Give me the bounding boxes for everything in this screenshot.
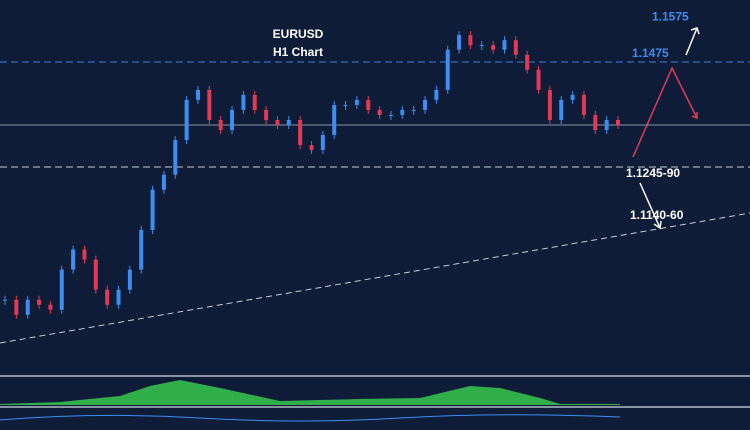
candle [411, 109, 416, 111]
arrow [685, 27, 700, 56]
candle [343, 104, 348, 106]
candle [354, 99, 359, 105]
trend-line [0, 212, 750, 344]
candle [286, 119, 291, 126]
indicator-line [0, 414, 621, 422]
candle [309, 145, 314, 151]
candle [275, 119, 280, 126]
candle [570, 94, 575, 100]
candle [252, 94, 257, 110]
candle [127, 269, 132, 290]
candle [559, 99, 564, 120]
candle [513, 40, 518, 55]
candle [604, 119, 609, 131]
candle [25, 299, 30, 315]
candle [218, 119, 223, 131]
candle [139, 229, 144, 270]
candle [457, 35, 462, 50]
candle [71, 249, 76, 270]
candle [59, 269, 64, 310]
candle [366, 99, 371, 110]
level-label: 1.1475 [632, 46, 669, 60]
arrow [639, 182, 662, 230]
candle [184, 99, 189, 141]
candle [581, 94, 586, 115]
candle [298, 119, 303, 146]
candle [468, 35, 473, 46]
candle [3, 299, 7, 301]
candle [479, 45, 484, 47]
target-label: 1.1575 [652, 9, 689, 23]
candle [241, 94, 246, 110]
candle [616, 119, 620, 126]
candle [116, 289, 121, 305]
candle [491, 45, 496, 50]
candle [264, 109, 269, 120]
candle [547, 89, 552, 120]
candle [320, 135, 325, 151]
candle [332, 104, 337, 136]
level-label: 1.1245-90 [626, 166, 680, 180]
candle [105, 289, 110, 305]
candle [161, 174, 166, 190]
indicator-histogram [0, 380, 620, 405]
candle [93, 259, 98, 290]
candle [434, 89, 439, 100]
target-label: 1.1140-60 [630, 208, 684, 222]
candle [593, 114, 598, 131]
candle [400, 109, 405, 115]
candle [445, 49, 450, 90]
candle [150, 189, 155, 230]
candle [173, 140, 178, 175]
arrow [632, 66, 698, 158]
candle [502, 40, 507, 50]
candle [195, 89, 200, 100]
chart-subtitle: H1 Chart [273, 45, 323, 59]
candle [207, 89, 212, 120]
chart-title: EURUSD [273, 27, 324, 41]
candle [388, 114, 393, 116]
candle [230, 109, 235, 131]
candle [525, 54, 530, 70]
candle [423, 99, 428, 110]
candle [37, 299, 42, 305]
candle [536, 69, 541, 90]
candle [14, 299, 19, 315]
candle [82, 249, 87, 260]
candle [48, 304, 53, 310]
candle [377, 109, 382, 115]
